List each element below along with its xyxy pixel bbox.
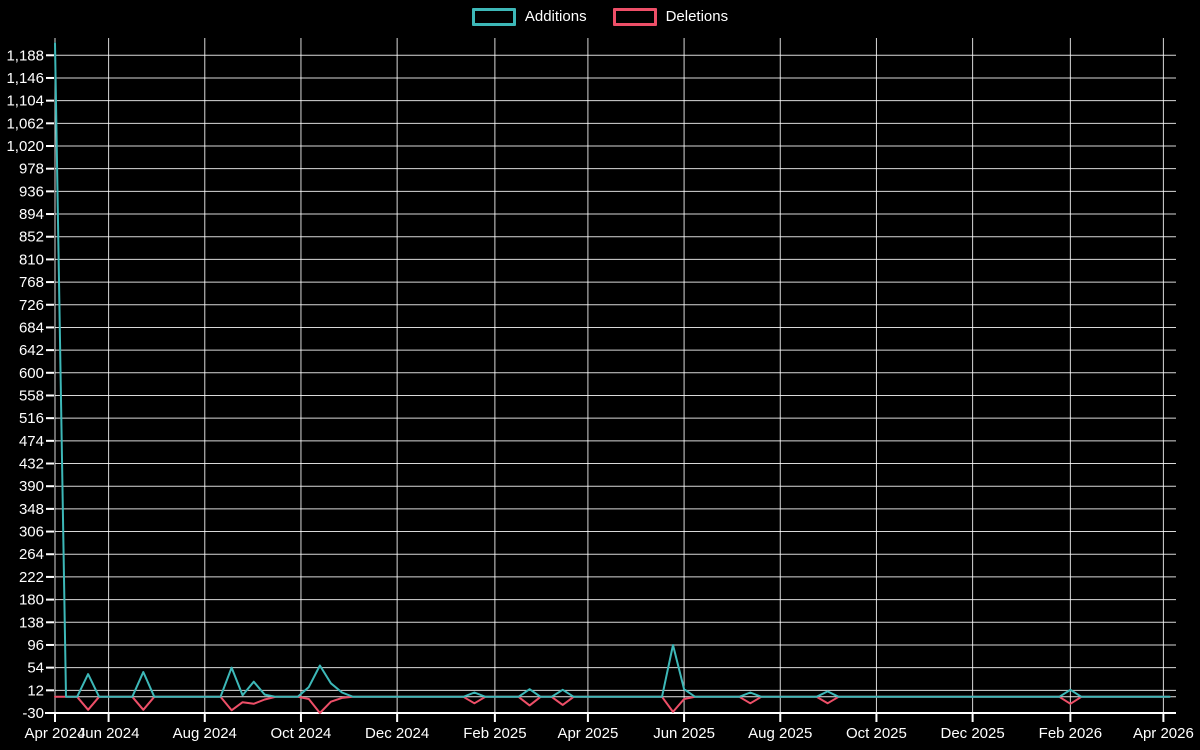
y-axis-label: 54 bbox=[27, 660, 44, 677]
x-axis-label: Apr 2025 bbox=[557, 725, 618, 742]
y-axis-label: 1,188 bbox=[6, 47, 44, 64]
x-axis-label: Aug 2025 bbox=[748, 725, 812, 742]
x-axis-label: Feb 2025 bbox=[463, 725, 526, 742]
x-tick-marks bbox=[54, 714, 1165, 722]
legend-item-deletions[interactable]: Deletions bbox=[612, 8, 729, 26]
y-axis-label: 1,062 bbox=[6, 115, 44, 132]
y-axis-label: 138 bbox=[19, 614, 44, 631]
x-axis-label: Dec 2025 bbox=[941, 725, 1005, 742]
x-axis-label: Aug 2024 bbox=[173, 725, 237, 742]
y-axis-label: 516 bbox=[19, 410, 44, 427]
y-axis-label: 1,020 bbox=[6, 138, 44, 155]
y-axis-label: 96 bbox=[27, 637, 44, 654]
x-axis-label: Dec 2024 bbox=[365, 725, 429, 742]
x-axis-label: Apr 2026 bbox=[1133, 725, 1194, 742]
legend-item-additions[interactable]: Additions bbox=[471, 8, 587, 26]
deletions-legend-label: Deletions bbox=[665, 8, 729, 25]
y-axis-label: 390 bbox=[19, 478, 44, 495]
y-axis-label: 558 bbox=[19, 387, 44, 404]
x-axis-label: Jun 2025 bbox=[653, 725, 715, 742]
y-axis-label: 600 bbox=[19, 365, 44, 382]
y-axis-label: 768 bbox=[19, 274, 44, 291]
y-axis-label: 1,104 bbox=[6, 93, 44, 110]
y-axis-label: 264 bbox=[19, 546, 44, 563]
y-gridlines bbox=[55, 54, 1176, 714]
additions-legend-label: Additions bbox=[524, 8, 587, 25]
y-axis-label: 432 bbox=[19, 456, 44, 473]
y-axis-label: 222 bbox=[19, 569, 44, 586]
y-axis-label: 852 bbox=[19, 229, 44, 246]
x-axis-label: Feb 2026 bbox=[1039, 725, 1102, 742]
x-axis-label: Oct 2025 bbox=[846, 725, 907, 742]
y-axis-label: 684 bbox=[19, 319, 44, 336]
x-axis-label: Jun 2024 bbox=[78, 725, 140, 742]
y-axis-label: 12 bbox=[27, 682, 44, 699]
y-axis-label: 474 bbox=[19, 433, 44, 450]
y-axis-label: 936 bbox=[19, 183, 44, 200]
y-tick-marks bbox=[46, 54, 54, 714]
x-axis-label: Apr 2024 bbox=[25, 725, 86, 742]
x-axis-label: Oct 2024 bbox=[271, 725, 332, 742]
deletions-swatch-icon bbox=[612, 8, 657, 26]
y-axis-label: 1,146 bbox=[6, 70, 44, 87]
y-axis-label: 306 bbox=[19, 524, 44, 541]
additions-swatch-icon bbox=[471, 8, 516, 26]
y-axis-label: 894 bbox=[19, 206, 44, 223]
y-axis-label: 978 bbox=[19, 161, 44, 178]
y-axis-label: 810 bbox=[19, 251, 44, 268]
deletions-line bbox=[54, 695, 1171, 714]
legend: Additions Deletions bbox=[0, 8, 1200, 26]
y-axis-label: 642 bbox=[19, 342, 44, 359]
y-axis-label: -30 bbox=[22, 705, 44, 722]
x-gridlines bbox=[54, 38, 1164, 713]
y-axis-label: 348 bbox=[19, 501, 44, 518]
y-axis-label: 726 bbox=[19, 297, 44, 314]
y-axis-label: 180 bbox=[19, 592, 44, 609]
y-tick-labels: -30 12 54 96 138 180 222 264 306 348 390 432 474 516 5… bbox=[6, 47, 44, 722]
additions-line bbox=[54, 42, 1171, 698]
